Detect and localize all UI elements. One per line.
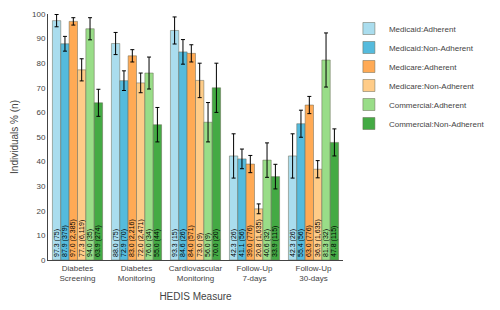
svg-text:56.0 (9): 56.0 (9) (204, 233, 212, 257)
svg-text:47.8 (115): 47.8 (115) (330, 226, 338, 257)
svg-text:93.3 (15): 93.3 (15) (171, 229, 179, 257)
svg-text:41.1 (56): 41.1 (56) (238, 229, 246, 257)
svg-text:97.0 (2,385): 97.0 (2,385) (69, 219, 77, 257)
svg-text:42.3 (26): 42.3 (26) (289, 229, 297, 257)
svg-text:Commercial:Non-Adherent: Commercial:Non-Adherent (389, 120, 484, 129)
svg-text:84.6 (26): 84.6 (26) (179, 229, 187, 257)
svg-text:97.3 (75): 97.3 (75) (53, 229, 61, 257)
svg-text:77.3 (6,119): 77.3 (6,119) (78, 220, 86, 257)
svg-text:Medicaid:Non-Adherent: Medicaid:Non-Adherent (389, 44, 474, 53)
svg-text:Follow-Up7-days: Follow-Up7-days (236, 264, 273, 283)
svg-text:72.9 (70): 72.9 (70) (120, 229, 128, 257)
svg-text:70: 70 (36, 84, 45, 93)
svg-text:Medicaid:Adherent: Medicaid:Adherent (389, 25, 456, 34)
svg-text:CardiovascularMonitoring: CardiovascularMonitoring (169, 264, 223, 283)
svg-text:73.0 (9): 73.0 (9) (196, 233, 204, 257)
svg-text:DiabetesMonitoring: DiabetesMonitoring (118, 264, 155, 283)
svg-text:60: 60 (36, 108, 45, 117)
svg-text:40: 40 (36, 157, 45, 166)
svg-text:30: 30 (36, 182, 45, 191)
svg-text:40.6 (32): 40.6 (32) (263, 229, 271, 257)
svg-text:72.0 (2,471): 72.0 (2,471) (137, 219, 145, 257)
svg-text:76.0 (34): 76.0 (34) (145, 229, 153, 257)
svg-text:50: 50 (36, 133, 45, 142)
svg-text:20: 20 (36, 207, 45, 216)
svg-text:90: 90 (36, 34, 45, 43)
svg-text:83.0 (2,216): 83.0 (2,216) (128, 219, 136, 257)
svg-text:87.9 (379): 87.9 (379) (61, 225, 69, 257)
svg-text:39.0 (776): 39.0 (776) (246, 225, 254, 257)
svg-text:Medicare:Non-Adherent: Medicare:Non-Adherent (389, 82, 475, 91)
svg-text:80: 80 (36, 59, 45, 68)
svg-text:Commercial:Adherent: Commercial:Adherent (389, 101, 467, 110)
svg-text:0: 0 (41, 256, 46, 265)
svg-text:42.3 (26): 42.3 (26) (230, 229, 238, 257)
svg-text:94.0 (35): 94.0 (35) (86, 229, 94, 257)
svg-text:HEDIS Measure: HEDIS Measure (159, 291, 232, 302)
svg-text:55.4 (56): 55.4 (56) (297, 229, 305, 257)
svg-text:33.9 (115): 33.9 (115) (271, 226, 279, 257)
svg-text:100: 100 (32, 10, 46, 19)
svg-text:Follow-Up30-days: Follow-Up30-days (295, 264, 332, 283)
svg-text:Individuals % (n): Individuals % (n) (9, 100, 20, 174)
svg-text:DiabetesScreening: DiabetesScreening (59, 264, 95, 283)
svg-text:55.0 (44): 55.0 (44) (153, 229, 161, 257)
svg-text:36.9 (1,635): 36.9 (1,635) (314, 219, 322, 257)
svg-text:88.0 (75): 88.0 (75) (112, 229, 120, 257)
svg-text:Medicare:Adherent: Medicare:Adherent (389, 63, 457, 72)
svg-text:81.3 (32): 81.3 (32) (322, 229, 330, 257)
svg-text:20.8 (1,635): 20.8 (1,635) (255, 219, 263, 257)
svg-text:84.0 (571): 84.0 (571) (187, 225, 195, 257)
svg-text:70.0 (20): 70.0 (20) (212, 229, 220, 257)
svg-text:10: 10 (36, 231, 45, 240)
svg-text:63.0 (776): 63.0 (776) (305, 225, 313, 257)
svg-text:63.9 (274): 63.9 (274) (94, 225, 102, 257)
